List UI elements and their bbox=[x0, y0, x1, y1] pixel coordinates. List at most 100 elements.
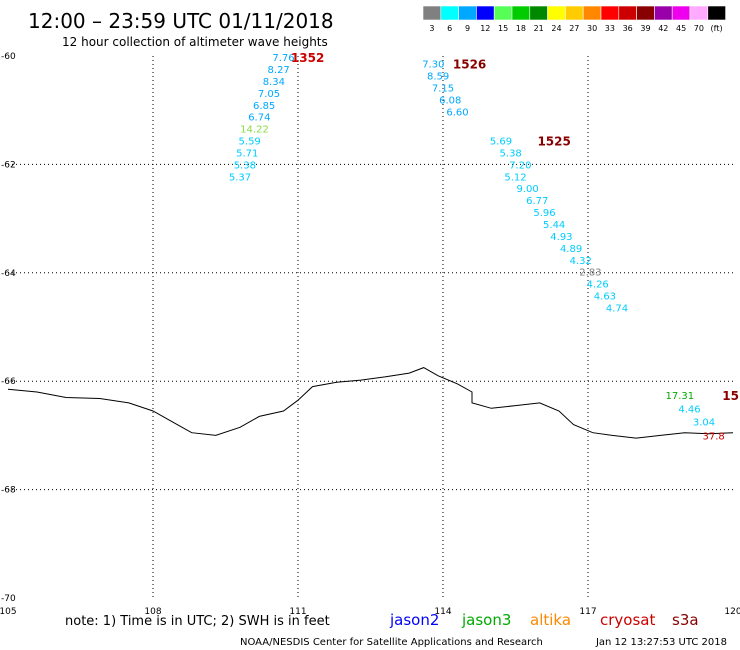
lon-tick-label: 114 bbox=[434, 607, 451, 617]
wave-height-label: 7.05 bbox=[258, 89, 280, 100]
scale-label: 70 bbox=[694, 24, 704, 33]
altimeter-pass: 5.695.387.205.129.006.775.965.444.934.89… bbox=[490, 135, 628, 315]
scale-swatch bbox=[689, 5, 709, 21]
scale-swatch bbox=[547, 5, 566, 21]
wave-height-label: 5.96 bbox=[533, 208, 555, 219]
wave-height-label: 5.38 bbox=[234, 160, 256, 171]
scale-swatch bbox=[671, 5, 691, 21]
scale-label: 39 bbox=[640, 24, 650, 33]
satellite-legend-item: altika bbox=[530, 611, 571, 629]
scale-swatch bbox=[458, 5, 477, 21]
lat-lon-grid: 105 108 111 114 117 120 -60 -62 -64 -66 -68 -70 bbox=[0, 52, 740, 617]
altimeter-pass: 7.768.278.347.056.856.7414.225.595.715.3… bbox=[229, 51, 325, 183]
wave-height-label: 6.77 bbox=[526, 196, 548, 207]
wave-height-label: 5.69 bbox=[490, 137, 512, 148]
scale-swatch bbox=[582, 5, 602, 21]
satellite-legend-item: cryosat bbox=[600, 611, 655, 629]
wave-height-label: 4.32 bbox=[570, 256, 592, 267]
scale-label: 42 bbox=[658, 24, 668, 33]
scale-swatch bbox=[636, 5, 655, 21]
wave-height-label: 4.93 bbox=[550, 232, 572, 243]
wave-height-label: 17.31 bbox=[666, 391, 695, 402]
wave-height-label: 8.34 bbox=[263, 77, 285, 88]
scale-label: 6 bbox=[447, 24, 452, 33]
lon-tick-label: 111 bbox=[289, 607, 306, 617]
scale-swatch bbox=[618, 5, 637, 21]
scale-swatch bbox=[565, 5, 584, 21]
scale-label: 33 bbox=[605, 24, 615, 33]
wave-height-label: 5.71 bbox=[236, 148, 258, 159]
scale-label: 36 bbox=[623, 24, 633, 33]
scale-swatch bbox=[511, 5, 531, 21]
scale-label: 18 bbox=[516, 24, 526, 33]
wave-height-label: 5.37 bbox=[229, 172, 251, 183]
pass-time-label: 1352 bbox=[291, 51, 324, 65]
footer-timestamp: Jan 12 13:27:53 UTC 2018 bbox=[595, 637, 727, 648]
lon-tick-label: 117 bbox=[579, 607, 596, 617]
wave-height-label: 2.83 bbox=[579, 268, 601, 279]
wave-height-label: 6.85 bbox=[253, 101, 275, 112]
lon-tick-label: 108 bbox=[144, 607, 161, 617]
wave-height-label: 4.46 bbox=[678, 404, 700, 415]
wave-height-label: 9.00 bbox=[516, 184, 538, 195]
scale-swatch bbox=[476, 5, 495, 21]
wave-height-label: 4.74 bbox=[606, 303, 628, 314]
scale-label: 30 bbox=[587, 24, 597, 33]
footer-note: note: 1) Time is in UTC; 2) SWH is in fe… bbox=[65, 614, 330, 629]
scale-swatch bbox=[529, 5, 548, 21]
wave-height-label: 5.12 bbox=[504, 172, 526, 183]
pass-time-label: 1525 bbox=[537, 135, 570, 149]
pass-time-label: 1526 bbox=[453, 58, 486, 72]
satellite-legend-item: s3a bbox=[672, 611, 699, 629]
wave-height-label: 7.76 bbox=[272, 53, 294, 64]
altimeter-pass: 7.308.597.156.086.60 1526 bbox=[422, 58, 486, 119]
scale-label: 3 bbox=[429, 24, 434, 33]
wave-height-label: 8.27 bbox=[268, 65, 290, 76]
scale-swatch bbox=[600, 5, 620, 21]
wave-height-label: 4.26 bbox=[587, 280, 609, 291]
wave-height-label: 7.30 bbox=[422, 60, 444, 71]
lat-tick-label: -60 bbox=[1, 52, 16, 62]
lat-tick-label: -64 bbox=[1, 269, 16, 279]
lon-tick-label: 120 bbox=[724, 607, 740, 617]
wave-height-label: 37.8 bbox=[703, 431, 725, 442]
pass-time-label: 15 bbox=[722, 389, 739, 403]
altimeter-pass: 17.31 4.46 3.04 37.8 15 bbox=[666, 389, 739, 443]
footer-credit: NOAA/NESDIS Center for Satellite Applica… bbox=[240, 637, 543, 648]
scale-unit: (ft) bbox=[711, 24, 723, 33]
wave-height-label: 7.20 bbox=[509, 160, 531, 171]
lat-tick-label: -70 bbox=[1, 594, 16, 604]
page-title: 12:00 – 23:59 UTC 01/11/2018 bbox=[28, 9, 334, 33]
wave-height-label: 6.60 bbox=[446, 107, 468, 118]
satellite-legend-item: jason2 bbox=[389, 611, 439, 629]
wave-height-label: 5.59 bbox=[239, 137, 261, 148]
scale-swatch bbox=[654, 5, 673, 21]
wave-height-label: 7.15 bbox=[432, 83, 454, 94]
wave-height-label: 5.38 bbox=[500, 148, 522, 159]
wave-height-label: 6.08 bbox=[439, 95, 461, 106]
altimeter-tracks: 7.768.278.347.056.856.7414.225.595.715.3… bbox=[229, 51, 739, 442]
page-subtitle: 12 hour collection of altimeter wave hei… bbox=[62, 35, 328, 49]
coastline-path bbox=[7, 367, 734, 439]
scale-swatch bbox=[422, 5, 442, 21]
scale-label: 15 bbox=[498, 24, 508, 33]
wave-height-label: 5.44 bbox=[543, 220, 565, 231]
scale-label: 27 bbox=[569, 24, 579, 33]
scale-label: 21 bbox=[534, 24, 544, 33]
wave-height-label: 8.59 bbox=[427, 72, 449, 83]
scale-label: 24 bbox=[551, 24, 561, 33]
wave-height-label: 4.63 bbox=[594, 292, 616, 303]
lon-tick-label: 105 bbox=[0, 607, 17, 617]
satellite-legend-item: jason3 bbox=[461, 611, 511, 629]
scale-swatch bbox=[440, 5, 459, 21]
antarctic-coastline bbox=[7, 367, 734, 439]
wave-height-label: 14.22 bbox=[240, 125, 269, 136]
wave-height-label: 6.74 bbox=[248, 113, 270, 124]
wave-height-label: 4.89 bbox=[560, 244, 582, 255]
lat-tick-label: -62 bbox=[1, 160, 16, 170]
scale-label: 9 bbox=[465, 24, 470, 33]
scale-swatch bbox=[493, 5, 513, 21]
wave-height-label: 3.04 bbox=[693, 417, 715, 428]
lat-tick-label: -68 bbox=[1, 486, 16, 496]
